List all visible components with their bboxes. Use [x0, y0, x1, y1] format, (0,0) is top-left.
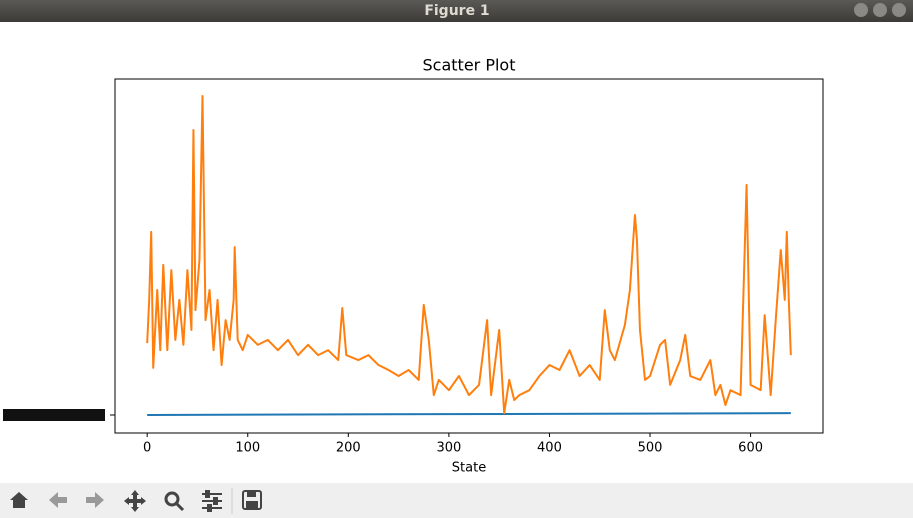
window-title: Figure 1	[424, 3, 489, 19]
maximize-button[interactable]	[873, 3, 887, 17]
minimize-button[interactable]	[854, 3, 868, 17]
zoom-button[interactable]	[164, 491, 185, 512]
toolbar-icons	[10, 488, 262, 514]
x-tick-label: 200	[336, 441, 361, 456]
x-axis-label: State	[452, 461, 486, 476]
back-button[interactable]	[49, 492, 67, 508]
y-tick-labels-overlap	[3, 409, 105, 421]
x-tick-label: 300	[436, 441, 461, 456]
x-tick-label: 100	[235, 441, 260, 456]
toolbar	[0, 483, 913, 518]
x-tick-label: 600	[738, 441, 763, 456]
x-tick-label: 500	[638, 441, 663, 456]
x-tick-label: 0	[143, 441, 151, 456]
x-tick-label: 400	[537, 441, 562, 456]
plot: Scatter Plot State 0 100 200 300 400 500 600	[3, 56, 824, 476]
axes-frame	[114, 78, 824, 434]
pan-button[interactable]	[124, 490, 146, 512]
title-bar	[0, 0, 913, 22]
forward-button[interactable]	[86, 492, 104, 508]
configure-button[interactable]	[202, 490, 222, 512]
chart-title: Scatter Plot	[423, 56, 516, 75]
line-series	[147, 412, 791, 416]
close-button[interactable]	[892, 3, 906, 17]
home-button[interactable]	[10, 492, 28, 508]
save-button[interactable]	[242, 490, 262, 510]
line-series	[146, 94, 792, 415]
